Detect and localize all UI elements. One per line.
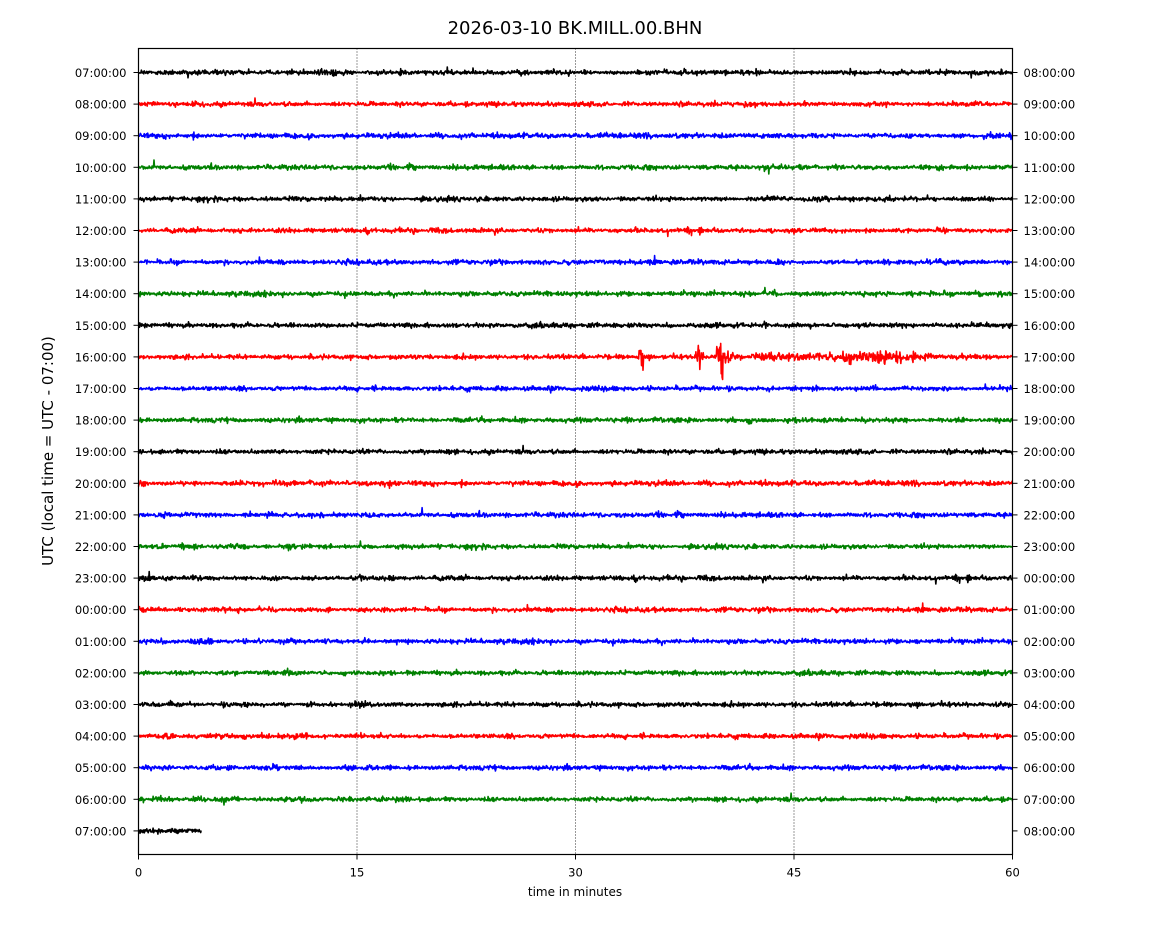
x-axis-label: time in minutes [528, 885, 622, 899]
left-tick-label: 18:00:00 [75, 414, 127, 428]
right-tick-label: 19:00:00 [1024, 414, 1076, 428]
trace-050000-22 [137, 762, 1013, 772]
trace-060000-23 [137, 792, 1014, 806]
left-tick-label: 07:00:00 [75, 824, 127, 838]
left-tick-label: 04:00:00 [75, 730, 127, 744]
trace-130000-6 [137, 254, 1014, 267]
left-tick-label: 22:00:00 [75, 540, 127, 554]
right-tick-label: 23:00:00 [1024, 540, 1076, 554]
right-tick-label: 21:00:00 [1024, 477, 1076, 491]
left-tick-label: 16:00:00 [75, 350, 127, 364]
left-tick-label: 08:00:00 [75, 98, 127, 112]
trace-040000-21 [137, 731, 1013, 742]
trace-010000-18 [137, 636, 1014, 647]
x-ticks: 0 15 30 45 60 [135, 854, 1020, 880]
trace-150000-8 [137, 320, 1014, 330]
left-tick-label: 09:00:00 [75, 129, 127, 143]
seismic-traces [137, 66, 1014, 835]
left-tick-label: 05:00:00 [75, 761, 127, 775]
x-tick-label: 45 [787, 866, 802, 880]
trace-100000-3 [137, 159, 1014, 175]
right-tick-label: 05:00:00 [1024, 730, 1076, 744]
x-tick-label: 30 [568, 866, 583, 880]
left-tick-label: 02:00:00 [75, 666, 127, 680]
left-tick-label: 14:00:00 [75, 287, 127, 301]
left-tick-label: 23:00:00 [75, 572, 127, 586]
trace-200000-13 [137, 478, 1014, 490]
left-tick-label: 17:00:00 [75, 382, 127, 396]
right-tick-label: 14:00:00 [1024, 256, 1076, 270]
trace-020000-19 [138, 667, 1014, 677]
x-tick-label: 0 [135, 866, 142, 880]
right-tick-label: 10:00:00 [1024, 129, 1076, 143]
trace-190000-12 [137, 444, 1014, 456]
right-tick-label: 08:00:00 [1024, 66, 1076, 80]
trace-080000-1 [138, 97, 1013, 109]
trace-170000-10 [138, 383, 1014, 394]
left-tick-label: 10:00:00 [75, 161, 127, 175]
left-tick-label: 11:00:00 [75, 192, 127, 206]
x-tick-label: 15 [350, 866, 365, 880]
trace-110000-4 [137, 194, 1013, 204]
right-tick-label: 18:00:00 [1024, 382, 1076, 396]
trace-070000-0 [137, 66, 1014, 79]
trace-090000-2 [138, 131, 1014, 141]
right-tick-label: 15:00:00 [1024, 287, 1076, 301]
left-tick-label: 13:00:00 [75, 256, 127, 270]
right-tick-label: 16:00:00 [1024, 319, 1076, 333]
left-tick-label: 03:00:00 [75, 698, 127, 712]
left-tick-label: 07:00:00 [75, 66, 127, 80]
y-axis-label: UTC (local time = UTC - 07:00) [39, 336, 57, 566]
trace-230000-16 [138, 570, 1013, 585]
trace-070000-24 [138, 827, 202, 835]
right-tick-label: 20:00:00 [1024, 445, 1076, 459]
right-tick-label: 12:00:00 [1024, 192, 1076, 206]
trace-030000-20 [137, 699, 1014, 709]
right-tick-label: 17:00:00 [1024, 350, 1076, 364]
x-tick-label: 60 [1005, 866, 1020, 880]
left-tick-label: 15:00:00 [75, 319, 127, 333]
left-tick-label: 21:00:00 [75, 508, 127, 522]
chart-title: 2026-03-10 BK.MILL.00.BHN [448, 18, 703, 39]
right-tick-label: 22:00:00 [1024, 508, 1076, 522]
plot-frame [137, 47, 1014, 856]
right-tick-label: 07:00:00 [1024, 793, 1076, 807]
left-tick-label: 00:00:00 [75, 603, 127, 617]
right-tick-label: 03:00:00 [1024, 666, 1076, 680]
left-y-ticks: 07:00:00 08:00:00 09:00:00 10:00:00 11:00:00… [75, 66, 139, 838]
left-tick-label: 12:00:00 [75, 224, 127, 238]
trace-160000-9 [137, 342, 1013, 381]
right-tick-label: 02:00:00 [1024, 635, 1076, 649]
trace-210000-14 [137, 506, 1013, 520]
right-tick-label: 00:00:00 [1024, 572, 1076, 586]
right-tick-label: 11:00:00 [1024, 161, 1076, 175]
trace-180000-11 [137, 415, 1013, 425]
trace-140000-7 [137, 286, 1014, 300]
right-tick-label: 08:00:00 [1024, 824, 1076, 838]
left-tick-label: 01:00:00 [75, 635, 127, 649]
right-tick-label: 09:00:00 [1024, 98, 1076, 112]
trace-220000-15 [137, 540, 1013, 552]
right-tick-label: 13:00:00 [1024, 224, 1076, 238]
left-tick-label: 06:00:00 [75, 793, 127, 807]
right-tick-label: 06:00:00 [1024, 761, 1076, 775]
right-tick-label: 04:00:00 [1024, 698, 1076, 712]
left-tick-label: 20:00:00 [75, 477, 127, 491]
left-tick-label: 19:00:00 [75, 445, 127, 459]
trace-000000-17 [137, 602, 1014, 615]
right-tick-label: 01:00:00 [1024, 603, 1076, 617]
right-y-ticks: 08:00:00 09:00:00 10:00:00 11:00:00 12:00:00… [1012, 66, 1076, 838]
trace-120000-5 [138, 225, 1013, 238]
